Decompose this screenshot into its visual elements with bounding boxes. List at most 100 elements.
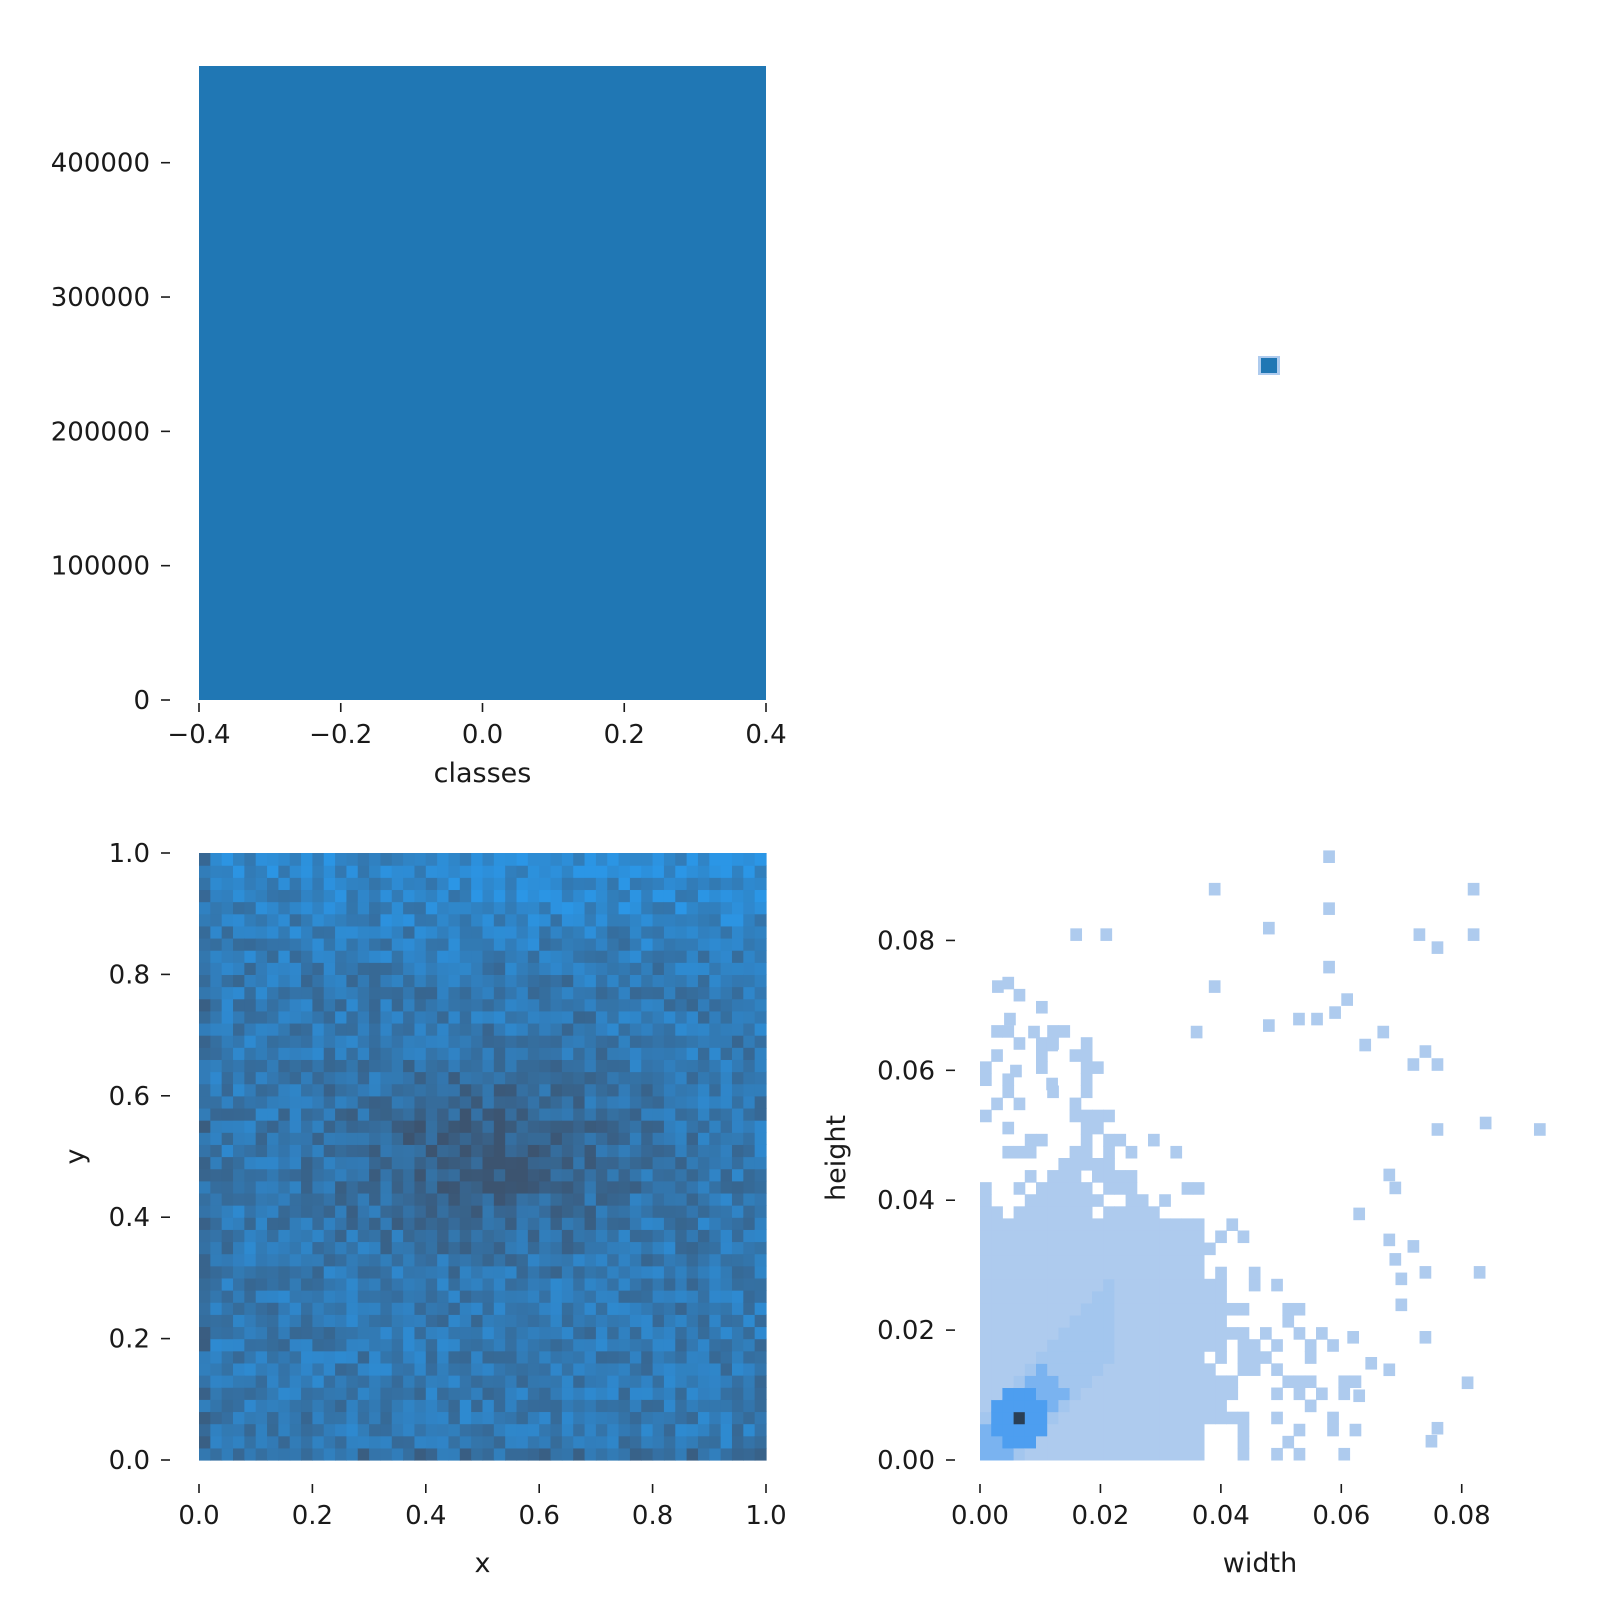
xy-heatmap-cell [346, 1120, 359, 1133]
xy-heatmap-cell [754, 1035, 767, 1048]
wh-heatmap-cell [980, 1206, 992, 1219]
xy-heatmap-cell [448, 889, 461, 903]
wh-heatmap-cell [1080, 1145, 1093, 1159]
xy-heatmap-cell [425, 1156, 438, 1170]
xy-heatmap-cell [709, 1035, 722, 1048]
xy-heatmap-cell [731, 1265, 744, 1279]
xy-heatmap-cell [312, 937, 325, 951]
xy-heatmap-cell [731, 1423, 744, 1437]
xy-heatmap-cell [561, 1375, 574, 1388]
xy-heatmap-cell [210, 889, 223, 903]
wh-heatmap-cell [980, 1315, 992, 1328]
xy-heatmap-cell [459, 1229, 472, 1243]
xy-heatmap-cell [652, 1253, 665, 1267]
wh-heatmap-cell [1215, 1230, 1227, 1244]
xy-heatmap-cell [346, 1095, 359, 1109]
xy-heatmap-cell [697, 865, 710, 878]
xy-heatmap-cell [425, 1411, 438, 1425]
xy-heatmap-cell [652, 901, 665, 915]
xy-heatmap-cell [221, 1302, 234, 1315]
xy-heatmap-cell [516, 986, 529, 1000]
xy-heatmap-cell [312, 1326, 325, 1340]
xy-heatmap-cell [720, 1253, 733, 1267]
xy-heatmap-cell [267, 950, 279, 963]
xy-heatmap-cell [459, 1338, 472, 1352]
xy-heatmap-cell [652, 1132, 665, 1145]
xy-heatmap-cell [595, 1035, 608, 1048]
xy-heatmap-cell [267, 889, 279, 903]
xy-heatmap-cell [437, 1277, 450, 1291]
xy-heatmap-cell [618, 1010, 631, 1024]
xy-heatmap-cell [369, 1435, 382, 1449]
xy-heatmap-cell [425, 1265, 438, 1279]
xy-heatmap-cell [459, 1192, 472, 1206]
xy-heatmap-cell [471, 1132, 484, 1145]
xy-heatmap-cell [448, 1423, 461, 1437]
xy-heatmap-cell [233, 1265, 245, 1279]
xy-heatmap-cell [414, 1035, 427, 1048]
xy-heatmap-cell [414, 1302, 427, 1315]
xy-heatmap-cell [516, 1435, 529, 1449]
xy-heatmap-cell [584, 1241, 597, 1255]
xy-heatmap-cell [618, 1217, 631, 1230]
xy-heatmap-cell [278, 1375, 291, 1388]
xy-heatmap-panel: 0.0 0.2 0.4 0.6 0.8 1.00.00.20.40.60.81.0xy [60, 839, 787, 1579]
xy-heatmap-cell [652, 1375, 665, 1388]
wh-heatmap-cell [1024, 1363, 1037, 1376]
xy-heatmap-cell [289, 1180, 302, 1194]
xy-heatmap-cell [516, 925, 529, 939]
xy-heatmap-cell [323, 998, 336, 1012]
wh-heatmap-cell [1080, 1411, 1093, 1425]
xy-heatmap-cell [663, 913, 676, 927]
xy-heatmap-cell [482, 962, 495, 975]
xy-heatmap-cell [312, 1168, 325, 1182]
xy-heatmap-cell [561, 1277, 574, 1291]
xy-heatmap-cell [391, 1314, 404, 1328]
wh-heatmap-cell [991, 1254, 1003, 1268]
xy-heatmap-cell [561, 1338, 574, 1352]
xy-heatmap-cell [675, 1217, 688, 1230]
xy-heatmap-cell [516, 1387, 529, 1400]
xy-heatmap-cell [323, 1253, 336, 1267]
xy-heatmap-cell [743, 1047, 756, 1060]
wh-heatmap-cell [1293, 1387, 1306, 1401]
xy-heatmap-cell [380, 865, 393, 878]
wh-heatmap-cell [1092, 1109, 1104, 1123]
wh-heatmap-cell [1148, 1290, 1160, 1304]
xy-heatmap-cell [731, 1326, 744, 1340]
xy-heatmap-cell [686, 1241, 699, 1255]
xy-heatmap-cell [414, 1217, 427, 1230]
wh-heatmap-cell [1170, 1339, 1183, 1352]
xy-heatmap-cell [584, 1362, 597, 1376]
xy-heatmap-cell [550, 950, 563, 963]
xy-heatmap-cell [686, 1022, 699, 1036]
xy-heatmap-cell [641, 1387, 654, 1400]
xy-heatmap-cell [380, 913, 393, 927]
xy-heatmap-cell [301, 1229, 313, 1243]
xy-heatmap-cell [607, 1095, 620, 1109]
xy-heatmap-cell [380, 1168, 393, 1182]
xy-heatmap-cell [471, 1241, 484, 1255]
xy-heatmap-cell [573, 1326, 586, 1340]
xy-heatmap-cell [289, 1447, 302, 1461]
wh-heatmap-cell [1204, 1399, 1216, 1413]
xy-heatmap-cell [731, 1107, 744, 1121]
xy-heatmap-cell [369, 1399, 382, 1413]
xy-heatmap-cell [425, 986, 438, 1000]
xy-heatmap-cell [584, 1120, 597, 1133]
xy-heatmap-cell [244, 1290, 257, 1303]
xy-heatmap-cell [709, 913, 722, 927]
xy-heatmap-cell [709, 877, 722, 891]
xy-heatmap-cell [697, 1168, 710, 1182]
wh-heatmap-cell [1282, 1315, 1295, 1328]
xy-heatmap-cell [584, 1180, 597, 1194]
xy-heatmap-cell [618, 1362, 631, 1376]
xy-heatmap-cell [278, 1290, 291, 1303]
wh-outlier-cell [1431, 1421, 1444, 1435]
xy-heatmap-cell [743, 1277, 756, 1291]
xy-heatmap-cell [618, 1156, 631, 1170]
wh-heatmap-cell [1024, 1206, 1037, 1219]
wh-outlier-cell [1407, 1240, 1420, 1253]
xy-heatmap-cell [607, 1423, 620, 1437]
wh-heatmap-cell [991, 1339, 1003, 1352]
